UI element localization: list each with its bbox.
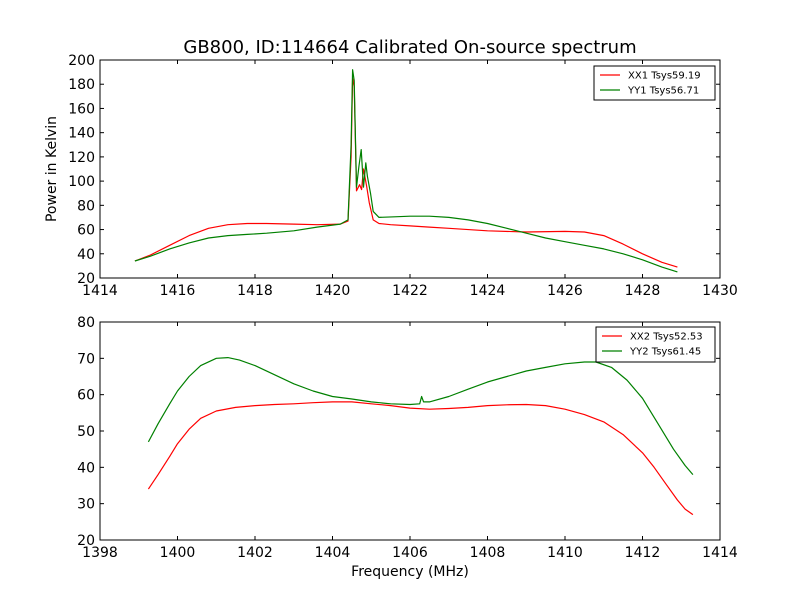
x-tick-label: 1406 bbox=[392, 545, 428, 561]
y-tick-label: 60 bbox=[77, 223, 95, 239]
x-tick-label: 1424 bbox=[470, 283, 506, 299]
y-tick-label: 70 bbox=[77, 351, 95, 367]
y-tick-label: 20 bbox=[77, 271, 95, 287]
series-line-xx2 bbox=[147, 401, 694, 516]
series-line-yy1 bbox=[134, 69, 678, 273]
y-tick-label: 80 bbox=[77, 198, 95, 214]
x-tick-label: 1404 bbox=[315, 545, 351, 561]
y-tick-label: 20 bbox=[77, 533, 95, 549]
y-tick-label: 160 bbox=[68, 101, 95, 117]
y-tick-label: 60 bbox=[77, 388, 95, 404]
x-tick-label: 1430 bbox=[702, 283, 738, 299]
series-line-yy2 bbox=[147, 357, 694, 475]
legend-box bbox=[595, 326, 716, 363]
y-tick-label: 80 bbox=[77, 315, 95, 331]
x-tick-label: 1402 bbox=[237, 545, 273, 561]
x-tick-label: 1400 bbox=[160, 545, 196, 561]
x-tick-label: 1418 bbox=[237, 283, 273, 299]
x-tick-label: 1412 bbox=[625, 545, 661, 561]
y-tick-label: 180 bbox=[68, 77, 95, 93]
top-panel: Power in Kelvin 1414 1416 1418 1420 1422 1424… bbox=[44, 53, 738, 299]
y-tick-label: 200 bbox=[68, 53, 95, 69]
x-tick-label: 1408 bbox=[470, 545, 506, 561]
x-tick-label: 1410 bbox=[547, 545, 583, 561]
legend: XX1 Tsys59.19 YY1 Tsys56.71 bbox=[593, 65, 716, 101]
x-tick-label: 1398 bbox=[82, 545, 118, 561]
y-tick-label: 100 bbox=[68, 174, 95, 190]
y-tick-label: 120 bbox=[68, 150, 95, 166]
y-tick-label: 40 bbox=[77, 247, 95, 263]
legend-label: YY2 Tsys61.45 bbox=[629, 347, 701, 358]
legend-box bbox=[593, 65, 716, 101]
bottom-panel: Frequency (MHz) 1398 1400 1402 1404 1406 1408… bbox=[77, 315, 738, 580]
figure-title: GB800, ID:114664 Calibrated On-source sp… bbox=[183, 37, 636, 58]
y-tick-label: 30 bbox=[77, 497, 95, 513]
x-tick-label: 1414 bbox=[702, 545, 738, 561]
bottom-x-axis-label: Frequency (MHz) bbox=[351, 564, 469, 580]
y-tick-label: 140 bbox=[68, 126, 95, 142]
x-tick-label: 1428 bbox=[625, 283, 661, 299]
x-tick-label: 1420 bbox=[315, 283, 351, 299]
x-tick-label: 1422 bbox=[392, 283, 428, 299]
y-tick-label: 50 bbox=[77, 424, 95, 440]
legend-label: XX2 Tsys52.53 bbox=[630, 332, 703, 343]
legend-label: YY1 Tsys56.71 bbox=[627, 86, 699, 97]
x-tick-label: 1426 bbox=[547, 283, 583, 299]
x-tick-label: 1414 bbox=[82, 283, 118, 299]
x-tick-label: 1416 bbox=[160, 283, 196, 299]
top-y-axis-label: Power in Kelvin bbox=[44, 116, 60, 222]
legend-label: XX1 Tsys59.19 bbox=[628, 71, 701, 82]
legend: XX2 Tsys52.53 YY2 Tsys61.45 bbox=[595, 326, 716, 363]
y-tick-label: 40 bbox=[77, 460, 95, 476]
